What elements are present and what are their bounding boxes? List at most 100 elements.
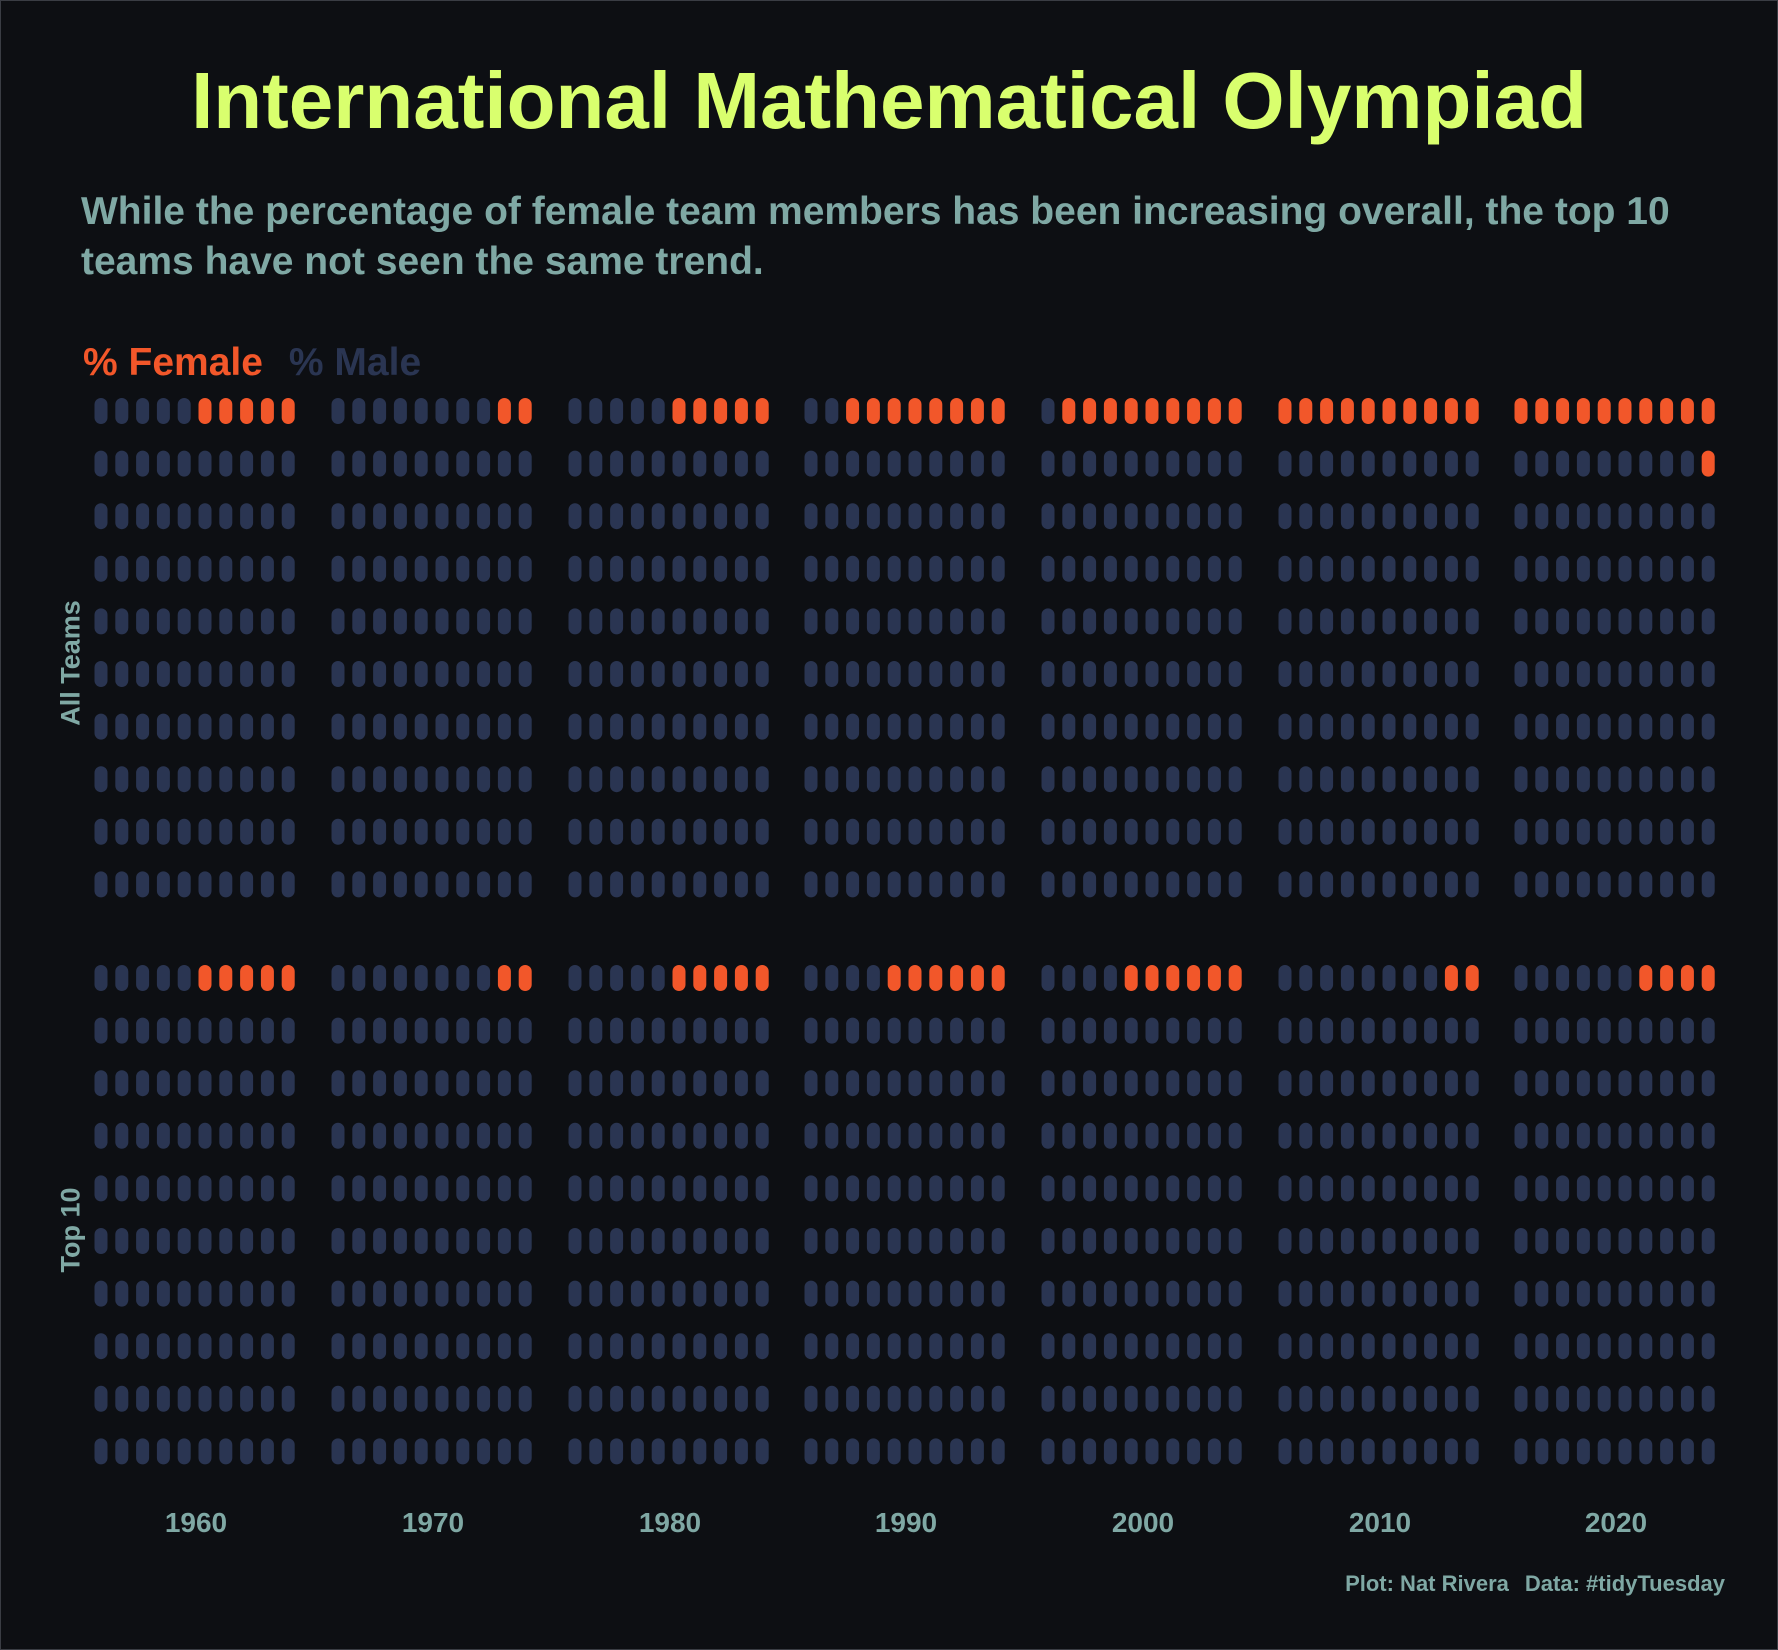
male-unit bbox=[331, 713, 345, 740]
male-unit bbox=[414, 503, 428, 530]
waffle-panel-all-teams-1990 bbox=[804, 398, 1005, 898]
male-unit bbox=[1228, 1438, 1242, 1465]
male-unit bbox=[630, 1385, 644, 1412]
male-unit bbox=[846, 1070, 860, 1097]
male-unit bbox=[1083, 871, 1097, 898]
male-unit bbox=[1340, 818, 1354, 845]
male-unit bbox=[198, 1333, 212, 1360]
male-unit bbox=[1145, 1175, 1159, 1202]
male-unit bbox=[1041, 1228, 1055, 1254]
male-unit bbox=[589, 503, 603, 530]
male-unit bbox=[1639, 1333, 1653, 1360]
male-unit bbox=[1680, 1280, 1694, 1307]
male-unit bbox=[950, 1175, 964, 1202]
male-unit bbox=[435, 713, 449, 740]
male-unit bbox=[94, 608, 108, 635]
male-unit bbox=[115, 1333, 129, 1360]
male-unit bbox=[352, 1017, 366, 1044]
male-unit bbox=[1514, 1333, 1528, 1360]
male-unit bbox=[1514, 1228, 1528, 1254]
female-unit bbox=[1124, 398, 1138, 424]
male-unit bbox=[219, 1228, 233, 1254]
male-unit bbox=[929, 1122, 943, 1149]
male-unit bbox=[804, 608, 818, 635]
male-unit bbox=[1597, 1175, 1611, 1202]
male-unit bbox=[198, 818, 212, 845]
male-unit bbox=[651, 766, 665, 793]
male-unit bbox=[1278, 503, 1292, 530]
female-unit bbox=[672, 398, 686, 424]
male-unit bbox=[950, 450, 964, 477]
female-unit bbox=[1701, 450, 1715, 477]
legend-male: % Male bbox=[288, 341, 422, 384]
male-unit bbox=[414, 1122, 428, 1149]
male-unit bbox=[755, 1017, 769, 1044]
male-unit bbox=[568, 1175, 582, 1202]
male-unit bbox=[1576, 1175, 1590, 1202]
male-unit bbox=[352, 450, 366, 477]
male-unit bbox=[908, 1228, 922, 1254]
male-unit bbox=[373, 965, 387, 991]
male-unit bbox=[1278, 555, 1292, 582]
male-unit bbox=[866, 661, 880, 687]
waffle-panel-all-teams-2010 bbox=[1278, 398, 1479, 898]
male-unit bbox=[260, 1438, 274, 1465]
male-unit bbox=[672, 555, 686, 582]
male-unit bbox=[94, 1175, 108, 1202]
male-unit bbox=[156, 713, 170, 740]
male-unit bbox=[1660, 555, 1674, 582]
male-unit bbox=[630, 398, 644, 424]
male-unit bbox=[94, 1280, 108, 1307]
male-unit bbox=[1124, 1017, 1138, 1044]
female-unit bbox=[714, 398, 728, 424]
male-unit bbox=[414, 1385, 428, 1412]
male-unit bbox=[991, 1228, 1005, 1254]
male-unit bbox=[497, 1070, 511, 1097]
male-unit bbox=[260, 1017, 274, 1044]
male-unit bbox=[281, 1070, 295, 1097]
male-unit bbox=[589, 1070, 603, 1097]
male-unit bbox=[115, 1438, 129, 1465]
male-unit bbox=[1444, 1122, 1458, 1149]
male-unit bbox=[393, 1070, 407, 1097]
male-unit bbox=[198, 713, 212, 740]
male-unit bbox=[1618, 713, 1632, 740]
caption-data: Data: #tidyTuesday bbox=[1524, 1571, 1725, 1596]
male-unit bbox=[1041, 1385, 1055, 1412]
male-unit bbox=[1103, 555, 1117, 582]
male-unit bbox=[260, 818, 274, 845]
male-unit bbox=[1083, 1175, 1097, 1202]
male-unit bbox=[714, 661, 728, 687]
male-unit bbox=[115, 1385, 129, 1412]
male-unit bbox=[1103, 1228, 1117, 1254]
male-unit bbox=[1103, 661, 1117, 687]
male-unit bbox=[281, 871, 295, 898]
male-unit bbox=[1083, 1122, 1097, 1149]
male-unit bbox=[929, 608, 943, 635]
male-unit bbox=[1424, 1175, 1438, 1202]
male-unit bbox=[1083, 450, 1097, 477]
male-unit bbox=[1535, 965, 1549, 991]
x-tick-2020: 2020 bbox=[1584, 1507, 1648, 1538]
male-unit bbox=[1340, 1228, 1354, 1254]
male-unit bbox=[610, 1280, 624, 1307]
male-unit bbox=[1299, 555, 1313, 582]
male-unit bbox=[497, 1385, 511, 1412]
male-unit bbox=[1361, 1017, 1375, 1044]
female-unit bbox=[1535, 398, 1549, 424]
male-unit bbox=[497, 818, 511, 845]
male-unit bbox=[610, 398, 624, 424]
male-unit bbox=[866, 766, 880, 793]
male-unit bbox=[115, 555, 129, 582]
female-unit bbox=[1228, 398, 1242, 424]
male-unit bbox=[734, 1122, 748, 1149]
male-unit bbox=[331, 871, 345, 898]
male-unit bbox=[755, 871, 769, 898]
female-unit bbox=[846, 398, 860, 424]
male-unit bbox=[1618, 1017, 1632, 1044]
male-unit bbox=[929, 818, 943, 845]
male-unit bbox=[1444, 661, 1458, 687]
male-unit bbox=[1639, 1175, 1653, 1202]
male-unit bbox=[1576, 608, 1590, 635]
male-unit bbox=[908, 871, 922, 898]
